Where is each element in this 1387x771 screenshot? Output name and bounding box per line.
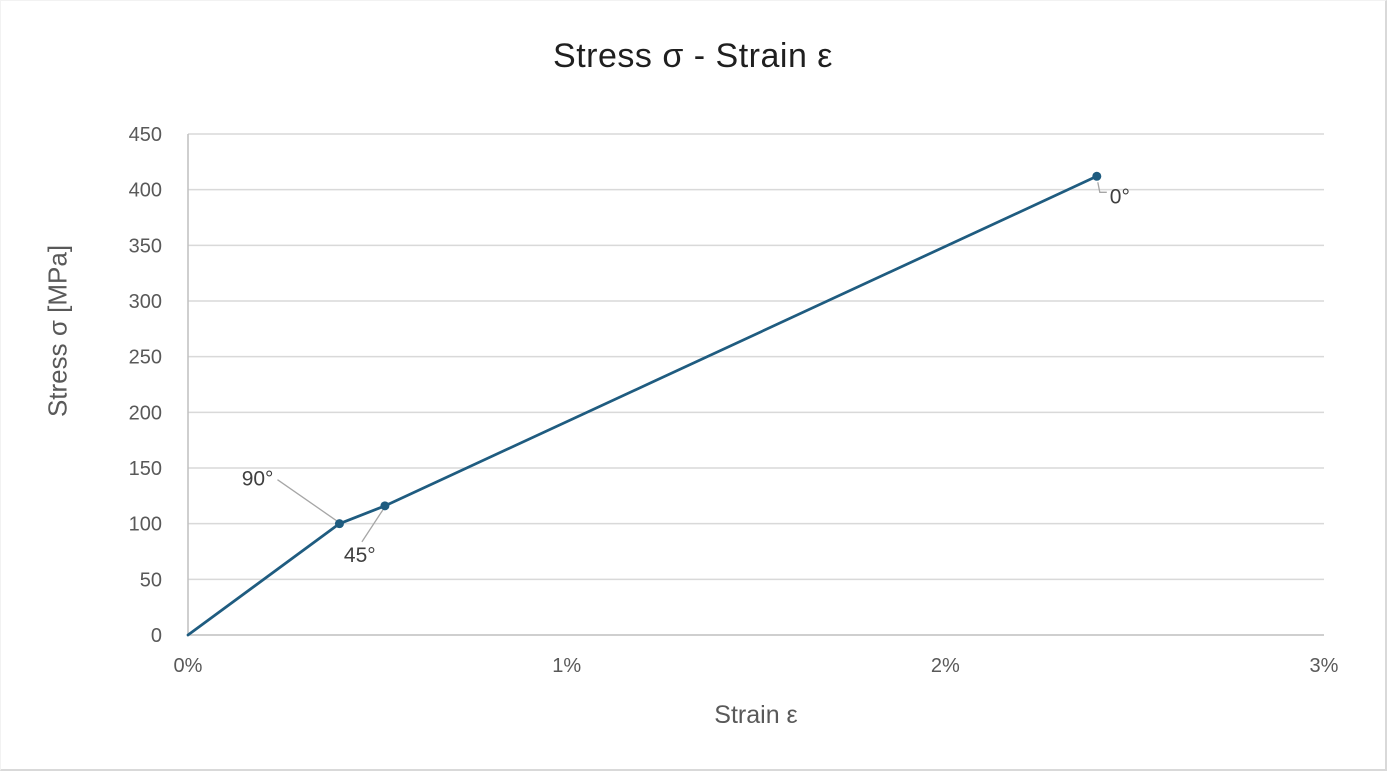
y-tick-label: 350 [129,235,162,257]
label-leader-line [361,509,384,543]
x-tick-label: 0% [174,655,203,677]
y-tick-label: 450 [129,124,162,146]
label-leader-line [277,479,337,522]
x-axis-title: Strain ε [714,701,798,729]
chart-title: Stress σ - Strain ε [553,37,833,75]
y-tick-label: 400 [129,180,162,202]
y-tick-label: 50 [140,569,162,591]
x-tick-label: 2% [931,655,960,677]
label-leader-line [1097,182,1107,193]
data-point-label: 0° [1110,185,1130,208]
y-tick-label: 150 [129,458,162,480]
data-point-marker [334,519,344,529]
y-tick-label: 250 [129,347,162,369]
data-point-marker [380,501,390,511]
y-tick-label: 0 [151,625,162,647]
y-tick-label: 200 [129,402,162,424]
y-tick-label: 100 [129,514,162,536]
x-tick-label: 1% [552,655,581,677]
data-point-label: 45° [344,544,376,567]
y-tick-label: 300 [129,291,162,313]
data-point-marker [1092,171,1102,181]
data-point-label: 90° [242,468,274,491]
x-tick-label: 3% [1310,655,1339,677]
series-line [186,174,1099,637]
